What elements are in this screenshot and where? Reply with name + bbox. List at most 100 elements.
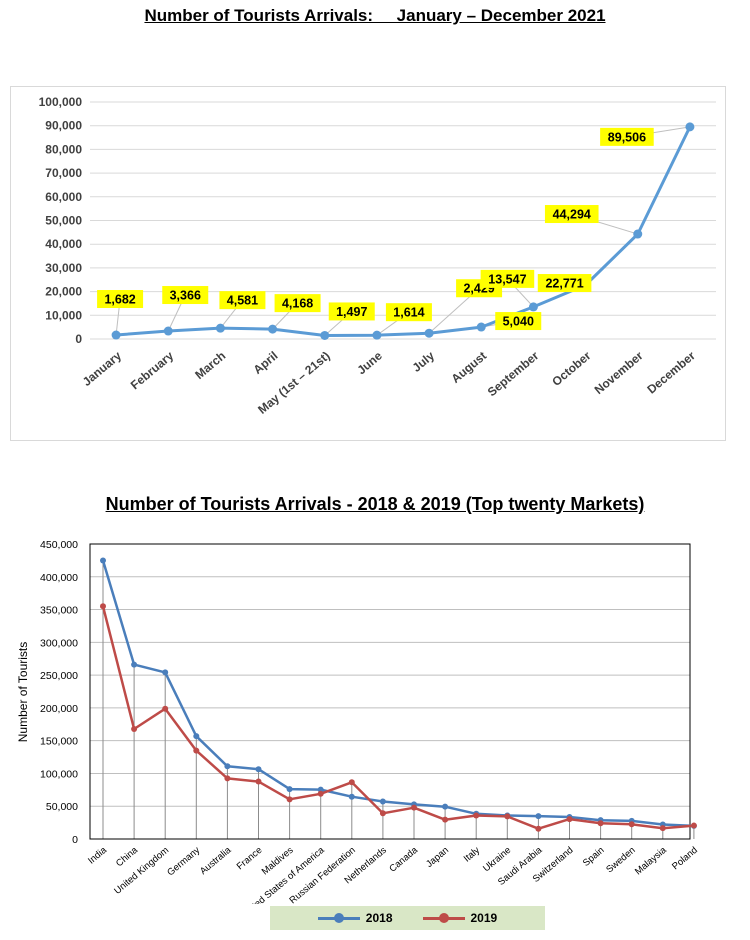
- chart1-data-point: [528, 302, 538, 312]
- chart2-point-2019: [628, 821, 635, 828]
- chart2-x-tick-label: Italy: [462, 845, 483, 865]
- chart1-data-label-bg: [600, 127, 654, 146]
- chart2-point-2018: [131, 661, 138, 668]
- chart1-data-label: 89,506: [608, 130, 646, 144]
- chart2-point-2019: [504, 813, 511, 820]
- chart2-x-tick-label: China: [114, 844, 141, 869]
- chart1-data-point: [163, 326, 173, 336]
- chart2-point-2018: [100, 557, 106, 564]
- chart2-x-tick-label: Poland: [670, 845, 700, 872]
- chart2-point-2018: [348, 793, 355, 800]
- chart2-x-tick-label: Australia: [198, 844, 234, 877]
- chart1-data-label-bg: [162, 286, 209, 305]
- chart1-data-point: [476, 322, 486, 332]
- chart2-x-tick-label: Malaysia: [633, 844, 669, 877]
- chart1-data-label: 4,168: [282, 297, 313, 311]
- chart1-data-label-bg: [219, 291, 266, 310]
- chart1-title: Number of Tourists Arrivals: January – D…: [144, 6, 606, 25]
- chart1-data-label: 4,581: [227, 294, 258, 308]
- chart2-point-2018: [379, 798, 386, 805]
- chart2-point-2018: [442, 803, 449, 810]
- legend-item-2018: 2018: [317, 911, 393, 925]
- chart1-data-label: 5,040: [503, 315, 534, 329]
- chart2-point-2018: [162, 669, 169, 676]
- chart2-point-2019: [597, 820, 604, 827]
- chart1-y-tick-label: 100,000: [39, 95, 83, 109]
- chart1-data-point: [320, 330, 330, 340]
- chart2-y-tick-label: 300,000: [40, 637, 78, 649]
- legend-2018-label: 2018: [365, 911, 393, 925]
- chart1-data-point: [111, 330, 121, 340]
- chart2: 0 50,000 100,000 150,000 200,000 250,000 300,0…: [16, 539, 700, 904]
- chart2-y-tick-label: 150,000: [40, 736, 78, 748]
- chart1-y-tick-label: 30,000: [45, 261, 82, 275]
- chart2-y-tick-label: 350,000: [40, 605, 78, 617]
- chart2-x-tick-label: Japan: [424, 845, 451, 870]
- legend-2019-label: 2019: [470, 911, 498, 925]
- chart1-y-tick-label: 20,000: [45, 285, 82, 299]
- chart2-point-2019: [566, 816, 573, 823]
- chart2-point-2019: [535, 825, 542, 832]
- chart2-point-2018: [255, 766, 262, 773]
- chart2-point-2018: [286, 786, 293, 793]
- chart2-y-tick-label: 250,000: [40, 670, 78, 682]
- chart1-data-label-bg: [328, 302, 375, 321]
- chart1-data-label-bg: [495, 312, 542, 331]
- chart2-point-2019: [442, 816, 449, 823]
- chart2-point-2018: [193, 733, 200, 740]
- chart2-y-axis-title: Number of Tourists: [16, 642, 30, 742]
- chart2-y-tick-label: 200,000: [40, 703, 78, 715]
- chart2-x-tick-label: Germany: [165, 845, 202, 879]
- chart2-y-tick-label: 400,000: [40, 572, 78, 584]
- chart2-point-2019: [473, 812, 480, 819]
- chart1-data-label: 13,547: [488, 272, 526, 286]
- chart2-point-2019: [379, 810, 386, 817]
- chart1-data-point: [215, 323, 225, 333]
- chart2-point-2019: [286, 796, 293, 803]
- chart2-x-tick-label: Sweden: [604, 845, 637, 876]
- chart2-y-tick-label: 100,000: [40, 768, 78, 780]
- chart1-y-tick-label: 80,000: [45, 142, 82, 156]
- chart1-data-label: 3,366: [170, 289, 201, 303]
- chart1-y-tick-label: 40,000: [45, 237, 82, 251]
- chart2-y-tick-label: 50,000: [46, 801, 78, 813]
- chart1-data-label: 44,294: [553, 208, 591, 222]
- chart1-series-line: [115, 126, 692, 337]
- chart1-data-point: [268, 324, 278, 334]
- chart2-point-2018: [317, 786, 324, 793]
- chart2-x-tick-label: United Kingdom: [112, 845, 171, 897]
- chart2-x-tick-label: India: [86, 844, 109, 866]
- chart1-data-point: [633, 229, 643, 239]
- chart1: 0 10,000 20,000 30,000 40,000 50,000 60,000 70,…: [10, 86, 726, 441]
- chart2-x-tick-label: Canada: [387, 844, 420, 874]
- chart1-data-label-bg: [480, 269, 535, 288]
- chart2-title: Number of Tourists Arrivals - 2018 & 201…: [105, 494, 645, 514]
- legend-2019-swatch: [422, 913, 465, 923]
- chart1-data-label: 1,682: [104, 293, 135, 307]
- chart1-data-label-bg: [97, 290, 144, 309]
- chart2-x-tick-label: Spain: [581, 845, 607, 869]
- chart1-data-label: 1,497: [336, 305, 367, 319]
- legend-item-2019: 2019: [422, 911, 498, 925]
- chart2-point-2019: [131, 725, 138, 732]
- chart1-y-tick-label: 0: [75, 332, 82, 346]
- chart1-data-label-bg: [385, 303, 432, 322]
- chart2-y-tick-label: 450,000: [40, 539, 78, 551]
- chart1-y-tick-label: 10,000: [45, 308, 82, 322]
- chart1-data-label-bg: [274, 294, 321, 313]
- chart2-point-2019: [690, 822, 697, 829]
- chart2-y-tick-label: 0: [72, 834, 78, 846]
- chart1-data-label: 22,771: [545, 277, 583, 291]
- chart2-point-2019: [411, 804, 417, 811]
- chart1-data-point: [372, 330, 382, 340]
- chart2-point-2019: [100, 603, 106, 610]
- chart1-y-tick-label: 50,000: [45, 214, 82, 228]
- chart1-data-point: [685, 122, 695, 132]
- chart2-point-2018: [535, 813, 542, 820]
- chart2-plot-frame: [89, 543, 691, 840]
- chart1-data-label: 1,614: [393, 306, 424, 320]
- chart1-data-point: [424, 328, 434, 338]
- chart2-legend: 2018 2019: [270, 906, 545, 930]
- chart1-data-label-bg: [537, 274, 592, 293]
- chart1-y-tick-label: 90,000: [45, 119, 82, 133]
